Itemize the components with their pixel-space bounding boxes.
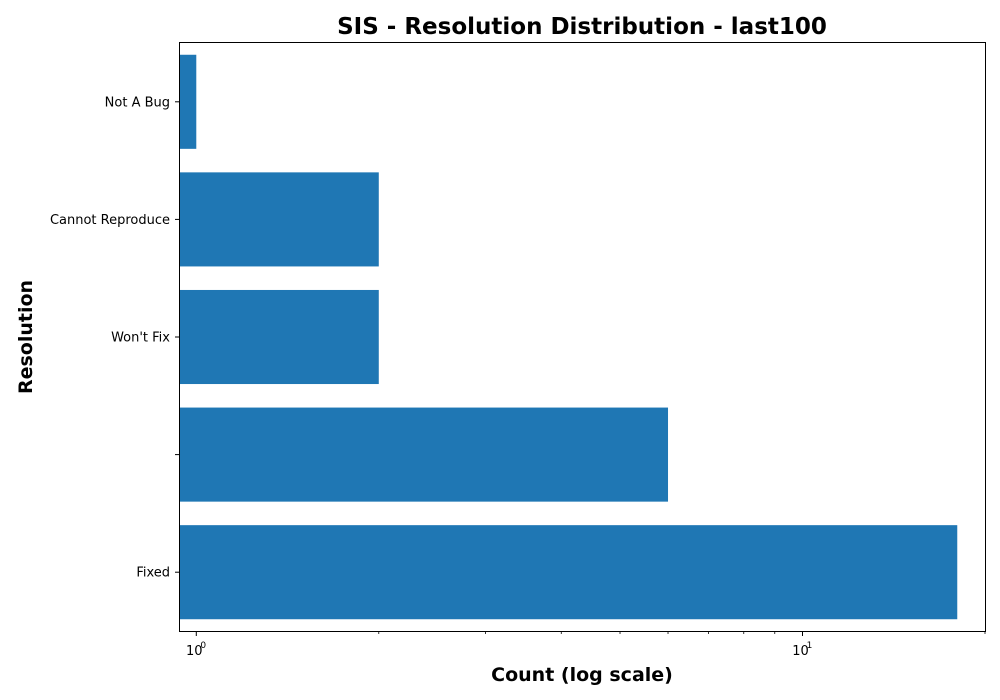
x-tick-label: 10: [792, 644, 809, 659]
plot-frame: [179, 42, 986, 632]
y-tick-label: Cannot Reproduce: [50, 213, 170, 228]
bar: [180, 407, 669, 502]
x-tick-exponent: 0: [200, 641, 206, 651]
bar: [180, 525, 958, 620]
bars-group: [180, 54, 958, 620]
bar: [180, 54, 197, 149]
bar: [180, 172, 379, 267]
y-axis-ticks: Not A Bug Cannot Reproduce Won't Fix Fixed: [50, 95, 180, 581]
y-axis-label: Resolution: [15, 280, 37, 394]
chart-title: SIS - Resolution Distribution - last100: [337, 14, 827, 40]
y-tick-label: Fixed: [136, 566, 170, 581]
x-tick-label: 10: [186, 644, 203, 659]
x-axis-label: Count (log scale): [491, 664, 673, 686]
y-tick-label: Not A Bug: [105, 95, 170, 110]
y-tick-label: Won't Fix: [111, 331, 170, 346]
bar: [180, 289, 379, 385]
x-axis-ticks: 100 101: [186, 631, 986, 659]
x-tick-exponent: 1: [807, 641, 813, 651]
